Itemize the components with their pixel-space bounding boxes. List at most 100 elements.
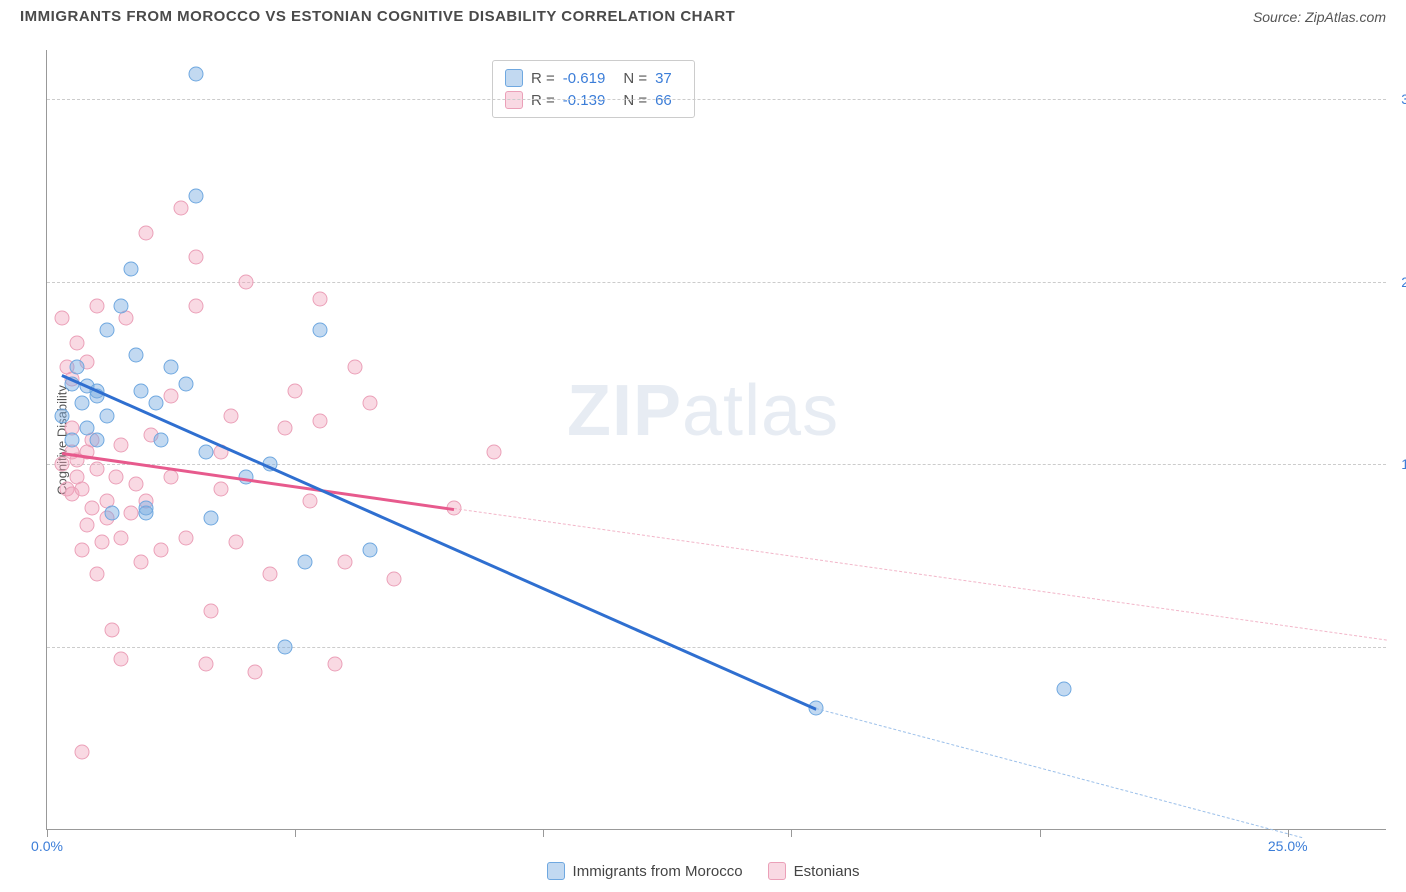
data-point-estonians (114, 437, 129, 452)
legend-label: Immigrants from Morocco (573, 863, 743, 880)
regression-line (816, 708, 1303, 838)
y-tick-label: 22.5% (1401, 274, 1406, 290)
n-label: N = (623, 92, 647, 109)
data-point-morocco (114, 298, 129, 313)
legend-swatch-estonians (505, 91, 523, 109)
data-point-morocco (104, 506, 119, 521)
data-point-estonians (94, 535, 109, 550)
data-point-estonians (188, 298, 203, 313)
gridline (47, 99, 1386, 100)
x-tick (543, 829, 544, 837)
data-point-estonians (114, 530, 129, 545)
stats-row-morocco: R =-0.619N =37 (505, 67, 682, 89)
x-tick-label: 0.0% (31, 838, 63, 854)
data-point-morocco (64, 433, 79, 448)
data-point-morocco (188, 189, 203, 204)
data-point-estonians (89, 298, 104, 313)
data-point-estonians (312, 413, 327, 428)
data-point-estonians (387, 571, 402, 586)
data-point-estonians (278, 420, 293, 435)
data-point-morocco (178, 376, 193, 391)
data-point-morocco (278, 640, 293, 655)
data-point-morocco (124, 262, 139, 277)
legend-swatch-morocco (547, 862, 565, 880)
data-point-estonians (164, 389, 179, 404)
data-point-estonians (154, 542, 169, 557)
data-point-estonians (238, 274, 253, 289)
data-point-estonians (486, 445, 501, 460)
data-point-morocco (198, 445, 213, 460)
data-point-morocco (298, 554, 313, 569)
data-point-estonians (89, 462, 104, 477)
data-point-estonians (228, 535, 243, 550)
data-point-morocco (149, 396, 164, 411)
n-value: 37 (655, 70, 672, 87)
gridline (47, 464, 1386, 465)
data-point-estonians (223, 408, 238, 423)
data-point-morocco (99, 323, 114, 338)
watermark-text: ZIPatlas (567, 370, 839, 452)
r-value: -0.139 (563, 92, 606, 109)
n-value: 66 (655, 92, 672, 109)
data-point-morocco (129, 347, 144, 362)
data-point-estonians (139, 225, 154, 240)
data-point-estonians (188, 250, 203, 265)
legend-swatch-estonians (768, 862, 786, 880)
data-point-estonians (362, 396, 377, 411)
data-point-estonians (174, 201, 189, 216)
legend-item-morocco: Immigrants from Morocco (547, 862, 743, 880)
data-point-estonians (109, 469, 124, 484)
data-point-estonians (213, 481, 228, 496)
data-point-estonians (84, 501, 99, 516)
data-point-estonians (327, 657, 342, 672)
data-point-estonians (124, 506, 139, 521)
data-point-morocco (1057, 681, 1072, 696)
correlation-stats-legend: R =-0.619N =37R =-0.139N =66 (492, 60, 695, 118)
data-point-estonians (263, 567, 278, 582)
data-point-estonians (164, 469, 179, 484)
legend-item-estonians: Estonians (768, 862, 860, 880)
data-point-morocco (203, 511, 218, 526)
data-point-estonians (337, 554, 352, 569)
data-point-estonians (288, 384, 303, 399)
data-point-morocco (69, 359, 84, 374)
regression-line (454, 508, 1387, 641)
data-point-morocco (362, 542, 377, 557)
data-point-estonians (129, 476, 144, 491)
data-point-morocco (154, 433, 169, 448)
data-point-morocco (139, 506, 154, 521)
data-point-morocco (164, 359, 179, 374)
data-point-morocco (89, 433, 104, 448)
data-point-estonians (54, 457, 69, 472)
scatter-plot-area: Cognitive Disability ZIPatlas R =-0.619N… (46, 50, 1386, 830)
x-tick (791, 829, 792, 837)
stats-row-estonians: R =-0.139N =66 (505, 89, 682, 111)
chart-header: IMMIGRANTS FROM MOROCCO VS ESTONIAN COGN… (0, 0, 1406, 29)
series-legend: Immigrants from Morocco Estonians (0, 862, 1406, 880)
data-point-morocco (312, 323, 327, 338)
r-value: -0.619 (563, 70, 606, 87)
data-point-morocco (134, 384, 149, 399)
y-tick-label: 30.0% (1401, 91, 1406, 107)
data-point-estonians (54, 311, 69, 326)
gridline (47, 647, 1386, 648)
data-point-morocco (188, 67, 203, 82)
x-tick (295, 829, 296, 837)
data-point-estonians (178, 530, 193, 545)
data-point-estonians (79, 518, 94, 533)
data-point-estonians (312, 291, 327, 306)
legend-swatch-morocco (505, 69, 523, 87)
r-label: R = (531, 70, 555, 87)
data-point-morocco (54, 408, 69, 423)
x-tick-label: 25.0% (1268, 838, 1308, 854)
source-attribution: Source: ZipAtlas.com (1253, 9, 1386, 25)
x-tick (1040, 829, 1041, 837)
data-point-morocco (99, 408, 114, 423)
data-point-morocco (74, 396, 89, 411)
data-point-estonians (74, 745, 89, 760)
data-point-estonians (74, 481, 89, 496)
data-point-estonians (347, 359, 362, 374)
data-point-estonians (198, 657, 213, 672)
data-point-estonians (74, 542, 89, 557)
data-point-estonians (203, 603, 218, 618)
